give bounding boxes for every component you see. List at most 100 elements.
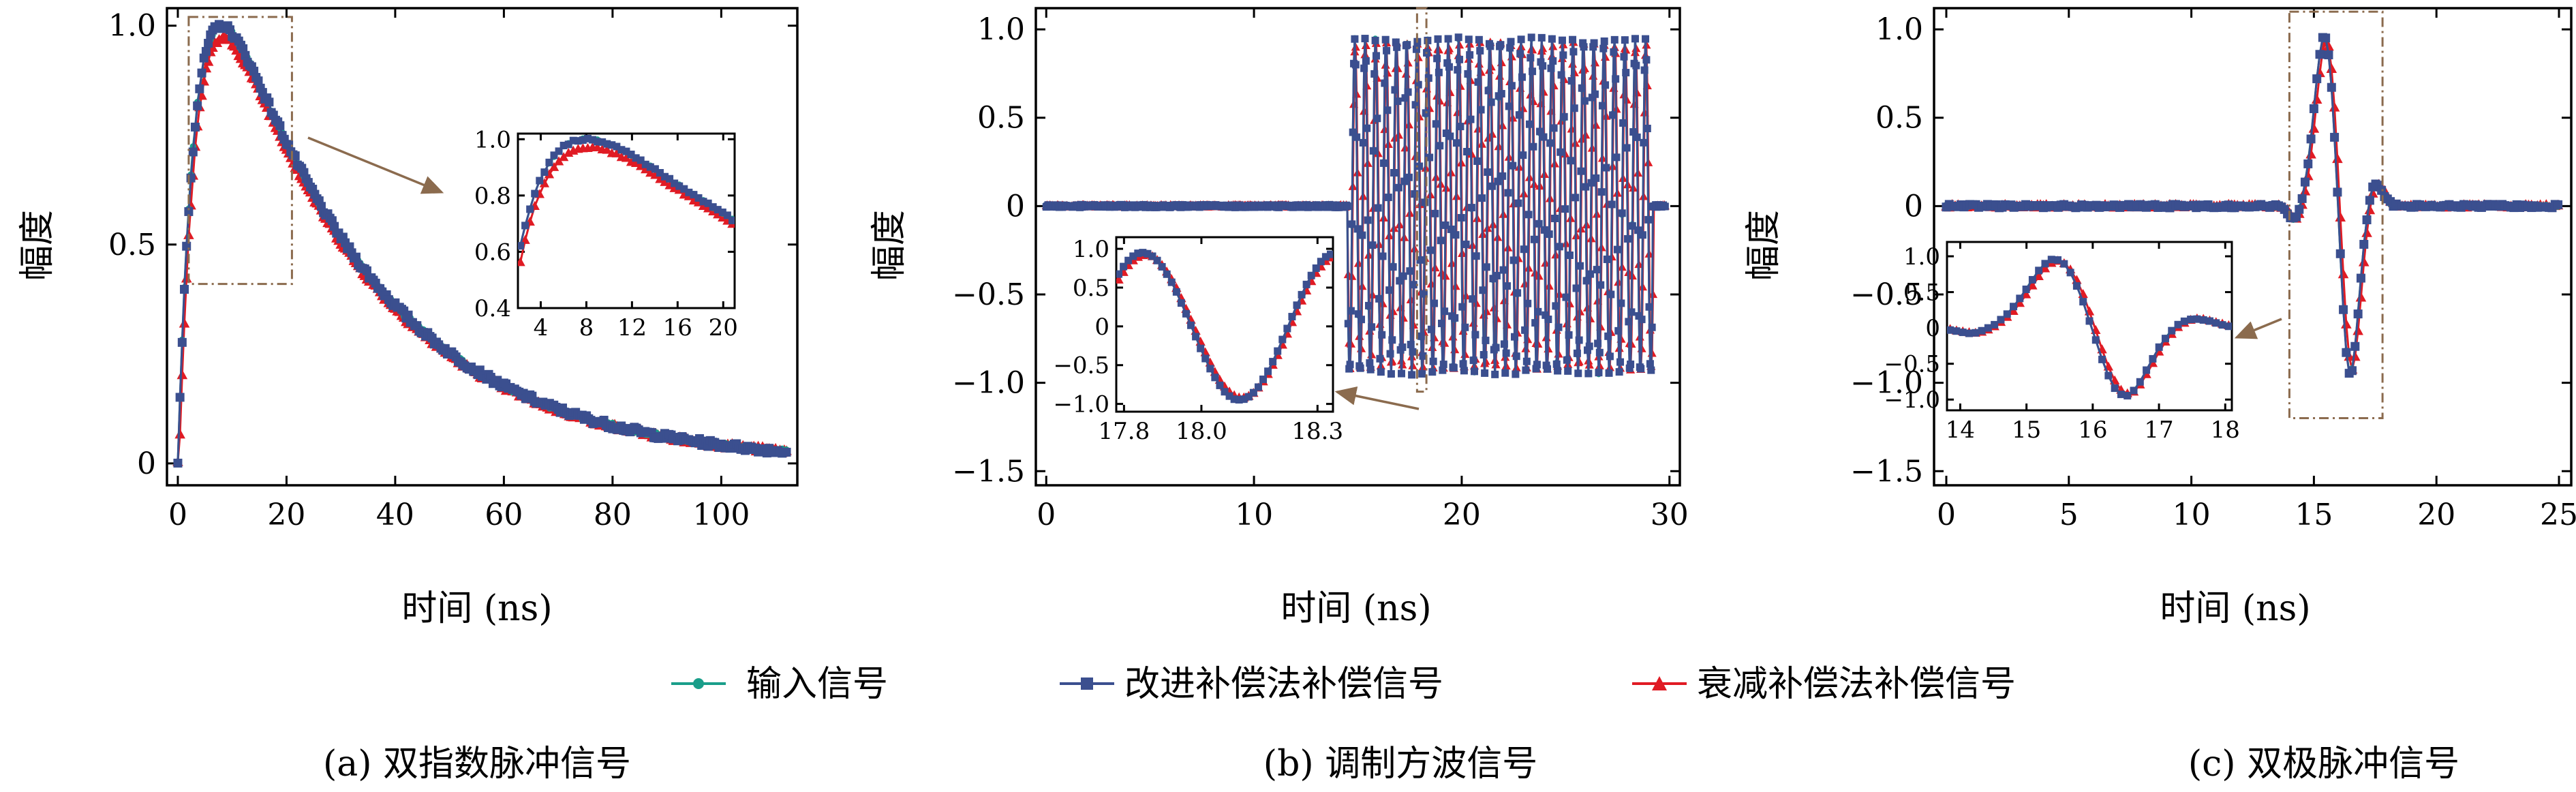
panel-b-series-improved-point: [1516, 50, 1524, 58]
panel-a-series-improved-point: [241, 50, 250, 60]
panel-b-series-improved-point: [1439, 361, 1447, 369]
panel-b-series-improved-point: [1348, 220, 1356, 228]
panel-b-series-improved-point: [1539, 133, 1548, 141]
panel-a-inset-xtick-label: 4: [534, 314, 549, 341]
panel-a-series-attenuation-point: [177, 369, 188, 380]
panel-a-xtick-label: 60: [485, 498, 523, 532]
panel-b-series-improved-point: [1591, 90, 1599, 98]
panel-a-series-improved: [173, 20, 791, 468]
panel-b-inset-series-improved-point: [1326, 250, 1333, 258]
panel-b-series-improved-point: [1419, 352, 1427, 360]
panel-b-series-improved-point: [1646, 360, 1654, 368]
panel-b-series-improved-point: [1548, 35, 1556, 43]
panel-a-inset-series-improved-point: [545, 158, 553, 166]
panel-c-inset-xtick-label: 16: [2078, 416, 2107, 444]
panel-c-inset-series-improved-point: [2028, 275, 2036, 284]
panel-b-series-improved-point: [1580, 97, 1589, 105]
panel-b-series-improved-point: [1603, 255, 1611, 263]
panel-b-series-improved-point: [1552, 360, 1561, 368]
panel-a-series-improved-point: [180, 284, 189, 294]
panel-b-series-improved-point: [1364, 216, 1372, 224]
panel-b-series-improved-point: [1434, 35, 1442, 43]
panel-c-series-improved-point: [2350, 341, 2360, 351]
panel-b-series-improved-point: [1473, 157, 1482, 165]
panel-a-inset-series-attenuation-point: [641, 164, 651, 174]
panel-b-series-improved-point: [1557, 71, 1565, 79]
panel-a-inset-ytick-label: 0.8: [474, 183, 511, 210]
panel-b-inset-series-improved-point: [1187, 321, 1195, 329]
panel-b-inset-series-improved-point: [1177, 299, 1185, 307]
panel-a-series-improved-point: [188, 147, 198, 157]
panel-b-series-improved-point: [1546, 139, 1554, 147]
panel-b-series-improved-point: [1346, 361, 1354, 369]
panel-a-inset: 4 8 12 16 20 0.4 0.6 0.8 1.0: [474, 126, 738, 341]
panel-a-inset-series-improved-point: [714, 206, 722, 214]
panel-b-series-improved-point: [1529, 142, 1537, 151]
panel-b-series-improved-point: [1599, 44, 1608, 52]
panel-b-series-improved-point: [1351, 61, 1360, 69]
panel-c-inset-series-improved-point: [2212, 319, 2220, 327]
panel-b-series-improved-point: [1583, 346, 1591, 354]
panel-b-series-improved-point: [1593, 266, 1601, 274]
panel-c-series-improved-point: [2333, 187, 2342, 197]
panel-c-series-improved-point: [2309, 104, 2318, 113]
panel-b-series-improved-point: [1499, 266, 1507, 274]
panel-b-series-improved-point: [1569, 48, 1578, 56]
panel-a-inset-series-improved-point: [550, 151, 558, 159]
panel-b-series-improved-point: [1441, 221, 1450, 229]
panel-b-series-improved-point: [1629, 128, 1638, 136]
panel-b-series-improved-point: [1408, 371, 1416, 379]
panel-a-xlabel: 时间 (ns): [401, 588, 552, 629]
panel-b-series-improved-point: [1464, 70, 1472, 78]
panel-b-series-improved-point: [1406, 267, 1414, 275]
panel-c-inset-series-improved-point: [2098, 355, 2106, 363]
panel-b-series-improved-point: [1625, 318, 1633, 326]
panel-b-zoom-window: [1415, 7, 1428, 393]
legend: 输入信号 改进补偿法补偿信号 衰减补偿法补偿信号: [671, 664, 2016, 705]
panel-b-series-improved-point: [1469, 356, 1477, 365]
panel-b-series-improved-point: [1384, 194, 1392, 202]
panel-c-inset-series-improved-point: [2218, 321, 2226, 329]
panel-b-series-improved-point: [1479, 286, 1487, 294]
panel-b-series-improved-point: [1492, 344, 1500, 352]
panel-c-inset-series-improved-point: [1959, 329, 1967, 337]
panel-b-series-improved-point: [1648, 323, 1656, 331]
panel-b-series-improved-point: [1471, 331, 1479, 339]
panel-b-series-improved-point: [1522, 357, 1531, 365]
panel-b-series-improved-point: [1399, 272, 1407, 280]
panel-a-series-improved-point: [193, 101, 202, 110]
panel-c-series-improved-point: [2554, 200, 2563, 209]
panel-b-series-improved-point: [1404, 88, 1412, 96]
panel-b-series-improved-point: [1612, 153, 1621, 162]
panel-b-series-improved-point: [1521, 326, 1529, 334]
panel-b-series-improved-point: [1454, 33, 1462, 42]
panel-c-zoom-arrow: [2234, 318, 2282, 339]
panel-c-inset-series-improved-point: [2079, 298, 2087, 306]
panel-b-series-improved-point: [1608, 200, 1616, 209]
panel-b-series-improved-point: [1571, 194, 1580, 202]
panel-b-series-improved-point: [1409, 348, 1417, 356]
panel-b-series-improved-point: [1349, 128, 1357, 136]
panel-a-inset-series-improved-point: [632, 154, 640, 162]
panel-c-inset-series-improved-point: [2136, 378, 2144, 386]
panel-b-series-improved-point: [1394, 183, 1402, 192]
panel-a-series-improved-point: [264, 97, 274, 107]
panel-b-inset-series-improved-point: [1240, 395, 1248, 403]
panel-b-series-improved-point: [1390, 168, 1398, 177]
panel-a-series-improved-point: [362, 266, 371, 275]
legend-marker-triangle: [1652, 676, 1667, 690]
panel-b-series-improved-point: [1499, 172, 1507, 180]
panel-c-inset-xtick-label: 15: [2012, 416, 2041, 444]
panel-b-series-improved-point: [1587, 179, 1595, 187]
panel-c-series-improved-point: [2295, 204, 2304, 214]
panel-b-series-improved-point: [1484, 87, 1492, 95]
panel-b-series-improved-point: [1535, 219, 1543, 228]
panel-b-series-improved-point: [1452, 231, 1460, 239]
panel-c-inset-series-improved-point: [2003, 310, 2011, 318]
panel-c-ytick-label: 0: [1904, 189, 1923, 224]
panel-b-series-improved-point: [1507, 82, 1516, 90]
panel-c-inset-ytick-label: −0.5: [1884, 351, 1940, 378]
panel-b-series-improved-point: [1613, 245, 1621, 254]
panel-b-series-improved-point: [1460, 367, 1468, 375]
panel-b-series-improved-point: [1550, 214, 1559, 222]
